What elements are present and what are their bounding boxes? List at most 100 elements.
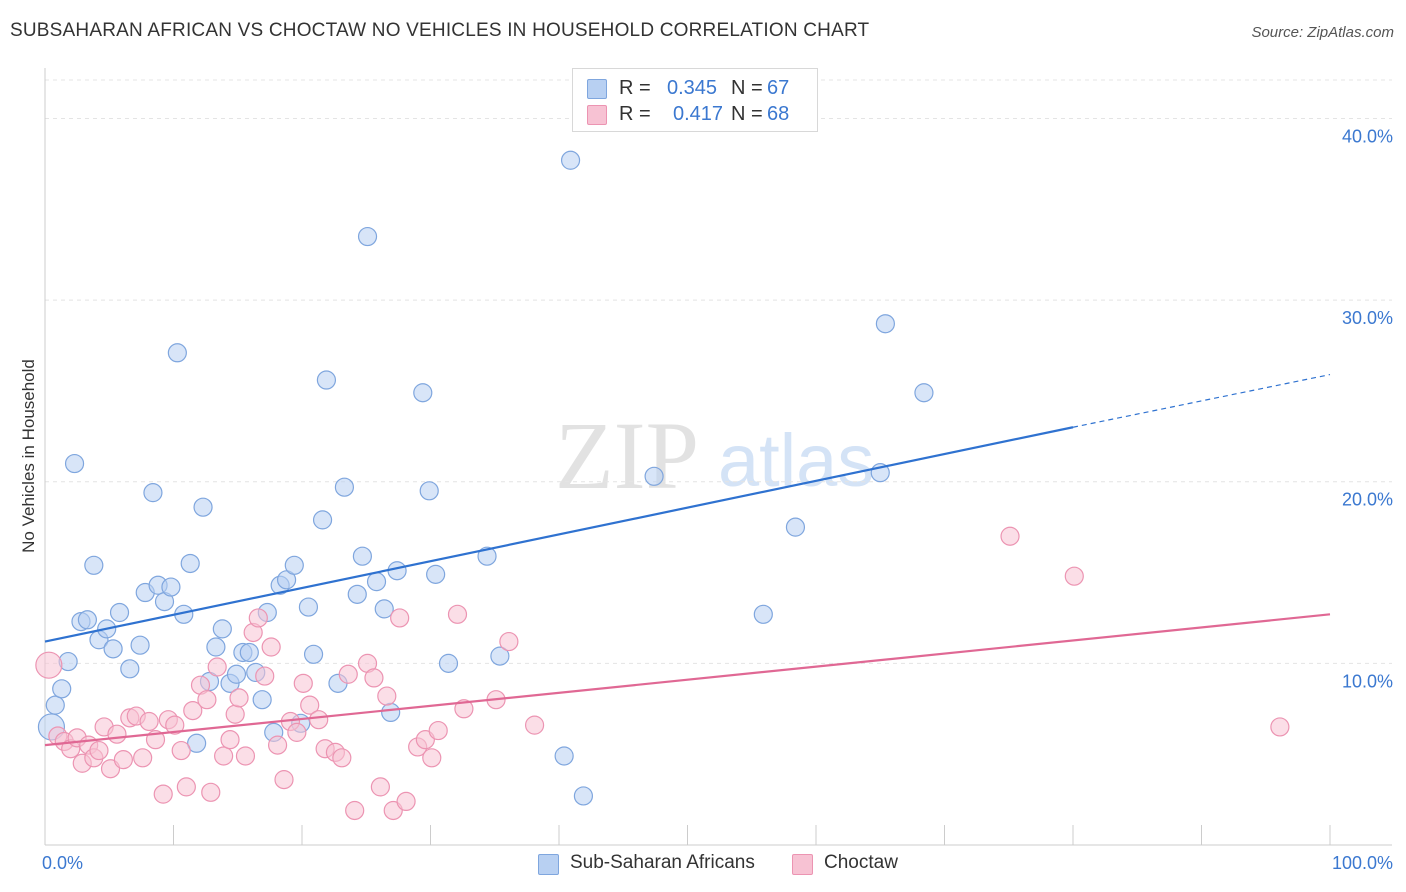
point-choctaw xyxy=(183,700,203,721)
point-choctaw xyxy=(309,710,329,730)
point-choctaw xyxy=(248,608,268,628)
point-choctaw xyxy=(1064,566,1084,586)
gridlines xyxy=(45,79,1392,664)
point-sub-saharan xyxy=(573,786,594,806)
point-sub-saharan xyxy=(914,383,934,403)
point-choctaw xyxy=(499,631,519,652)
point-choctaw xyxy=(176,777,196,797)
point-sub-saharan xyxy=(120,659,140,679)
point-sub-saharan xyxy=(130,635,150,655)
point-sub-saharan xyxy=(77,610,98,630)
point-choctaw xyxy=(447,604,468,624)
point-choctaw xyxy=(197,690,217,710)
point-sub-saharan xyxy=(45,695,65,715)
point-sub-saharan xyxy=(374,599,394,619)
point-sub-saharan xyxy=(206,637,226,657)
point-choctaw xyxy=(396,791,416,812)
point-choctaw xyxy=(345,800,365,821)
point-sub-saharan xyxy=(347,584,367,604)
trend-lines xyxy=(44,373,1331,747)
point-sub-saharan xyxy=(284,555,304,575)
correlation-legend: R = 0.345 N = 67 R = 0.417 N = 68 xyxy=(572,68,818,132)
point-sub-saharan xyxy=(352,546,372,566)
point-sub-saharan xyxy=(84,555,104,575)
point-choctaw xyxy=(332,748,352,768)
point-choctaw xyxy=(287,722,307,742)
point-choctaw xyxy=(225,704,245,724)
watermark-atlas: atlas xyxy=(718,419,874,502)
point-choctaw xyxy=(261,637,281,657)
point-choctaw xyxy=(300,695,320,715)
point-choctaw xyxy=(454,699,474,719)
point-sub-saharan xyxy=(109,602,130,623)
point-choctaw xyxy=(220,730,240,750)
legend-r-value: 0.417 xyxy=(673,103,724,125)
point-choctaw xyxy=(207,657,227,677)
point-choctaw xyxy=(139,711,159,732)
series-choctaw xyxy=(35,526,1290,821)
point-sub-saharan xyxy=(212,619,232,639)
point-choctaw xyxy=(201,782,221,802)
legend-label: Sub-Saharan Africans xyxy=(570,852,755,873)
point-choctaw xyxy=(428,720,448,741)
point-sub-saharan xyxy=(785,517,806,537)
legend-swatch-blue xyxy=(538,854,559,875)
legend-n-label: N = xyxy=(731,103,763,125)
point-choctaw xyxy=(1000,526,1020,546)
point-sub-saharan xyxy=(490,646,510,666)
point-sub-saharan xyxy=(366,572,387,592)
point-sub-saharan xyxy=(477,546,497,566)
point-choctaw xyxy=(153,784,173,804)
point-sub-saharan xyxy=(193,497,213,517)
legend-n-value: 68 xyxy=(767,103,790,125)
point-sub-saharan xyxy=(560,150,581,170)
point-sub-saharan xyxy=(303,644,324,664)
axis-labels: 10.0% 20.0% 30.0% 40.0% 0.0% 100.0% No Vehicle… xyxy=(19,126,1393,873)
legend-n-value: 67 xyxy=(767,77,790,99)
point-sub-saharan xyxy=(381,702,401,723)
y-tick-label: 20.0% xyxy=(1342,490,1393,510)
point-sub-saharan xyxy=(387,561,407,581)
point-sub-saharan xyxy=(554,746,574,766)
point-choctaw xyxy=(364,668,384,688)
point-sub-saharan xyxy=(334,477,355,497)
trend-line-choctaw xyxy=(44,613,1331,747)
point-choctaw xyxy=(370,777,390,797)
trend-line-sub-saharan xyxy=(44,426,1074,643)
point-choctaw xyxy=(390,608,410,628)
point-choctaw xyxy=(267,735,288,755)
point-sub-saharan xyxy=(426,564,446,584)
watermark-zip: ZIP xyxy=(555,402,699,509)
point-sub-saharan xyxy=(753,604,773,624)
chart-title: SUBSAHARAN AFRICAN VS CHOCTAW NO VEHICLE… xyxy=(10,20,870,41)
y-tick-label: 30.0% xyxy=(1342,308,1393,328)
legend-r-label: R = xyxy=(619,103,651,125)
point-sub-saharan xyxy=(357,226,378,247)
point-sub-saharan xyxy=(226,664,247,684)
x-tick-label: 100.0% xyxy=(1332,853,1393,873)
point-sub-saharan xyxy=(187,733,207,753)
point-sub-saharan xyxy=(438,653,459,673)
point-choctaw xyxy=(524,715,545,735)
point-sub-saharan xyxy=(252,690,272,710)
point-choctaw xyxy=(377,686,397,706)
y-tick-label: 40.0% xyxy=(1342,126,1393,146)
legend-swatch-blue xyxy=(587,79,607,99)
point-choctaw xyxy=(229,688,249,708)
y-tick-label: 10.0% xyxy=(1342,671,1393,691)
point-choctaw xyxy=(35,651,63,679)
point-sub-saharan xyxy=(239,642,259,663)
legend-swatch-pink xyxy=(587,105,607,125)
point-sub-saharan xyxy=(103,639,123,659)
x-tick-label: 0.0% xyxy=(42,853,83,873)
point-choctaw xyxy=(338,664,358,684)
point-sub-saharan xyxy=(143,483,163,503)
point-choctaw xyxy=(133,748,153,768)
point-choctaw xyxy=(113,750,133,770)
watermark: ZIP atlas xyxy=(555,402,874,509)
legend-n-label: N = xyxy=(731,77,763,99)
point-choctaw xyxy=(165,715,185,735)
point-sub-saharan xyxy=(312,510,333,530)
point-sub-saharan xyxy=(316,370,337,390)
point-choctaw xyxy=(255,666,275,686)
